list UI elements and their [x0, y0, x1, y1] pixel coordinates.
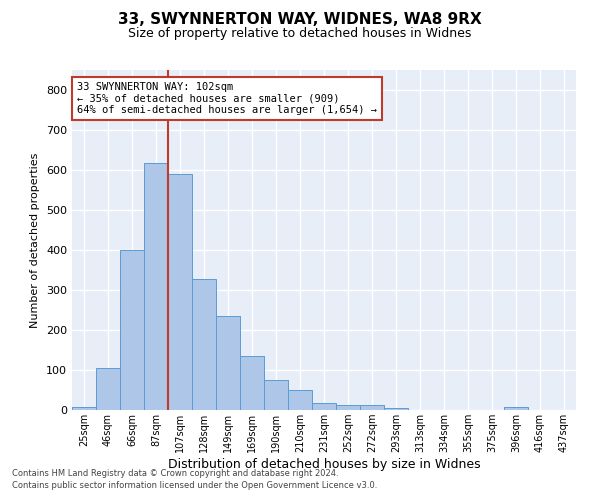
- Bar: [216, 316, 240, 410]
- Text: 33, SWYNNERTON WAY, WIDNES, WA8 9RX: 33, SWYNNERTON WAY, WIDNES, WA8 9RX: [118, 12, 482, 28]
- Bar: [96, 368, 120, 410]
- Bar: [168, 174, 192, 410]
- Text: Contains HM Land Registry data © Crown copyright and database right 2024.: Contains HM Land Registry data © Crown c…: [12, 468, 338, 477]
- Bar: [192, 279, 216, 410]
- Text: Contains public sector information licensed under the Open Government Licence v3: Contains public sector information licen…: [12, 481, 377, 490]
- Bar: [504, 407, 528, 410]
- Bar: [240, 356, 264, 410]
- Bar: [72, 407, 96, 410]
- Text: 33 SWYNNERTON WAY: 102sqm
← 35% of detached houses are smaller (909)
64% of semi: 33 SWYNNERTON WAY: 102sqm ← 35% of detac…: [77, 82, 377, 115]
- Bar: [144, 163, 168, 410]
- X-axis label: Distribution of detached houses by size in Widnes: Distribution of detached houses by size …: [167, 458, 481, 471]
- Bar: [264, 380, 288, 410]
- Y-axis label: Number of detached properties: Number of detached properties: [31, 152, 40, 328]
- Bar: [384, 408, 408, 410]
- Bar: [288, 390, 312, 410]
- Bar: [360, 405, 384, 410]
- Bar: [336, 405, 360, 410]
- Bar: [312, 403, 336, 410]
- Bar: [120, 250, 144, 410]
- Text: Size of property relative to detached houses in Widnes: Size of property relative to detached ho…: [128, 28, 472, 40]
